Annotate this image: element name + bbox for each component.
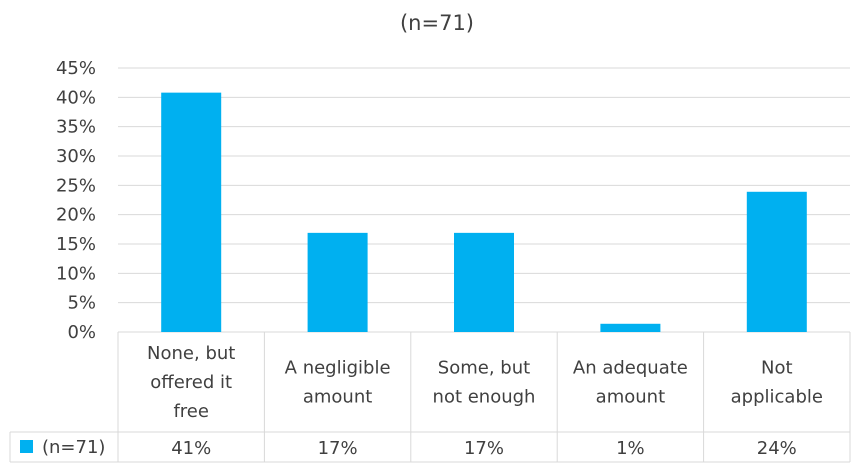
gridlines <box>118 67 850 333</box>
y-tick-label: 10% <box>56 263 96 284</box>
y-axis-ticks: 0% 5% 10% 15% 20% 25% 30% 35% 40% 45% <box>56 58 96 343</box>
data-value-label: 24% <box>757 438 797 459</box>
y-tick-label: 25% <box>56 175 96 196</box>
data-value-label: 17% <box>464 438 504 459</box>
data-value-label: 1% <box>616 438 645 459</box>
category-label: Some, but not enough <box>433 358 536 408</box>
data-value-label: 41% <box>171 438 211 459</box>
bar <box>600 323 661 332</box>
category-label: An adequate amount <box>573 358 688 408</box>
bar <box>307 232 368 332</box>
y-tick-label: 0% <box>67 322 96 343</box>
y-tick-label: 5% <box>67 293 96 314</box>
bars <box>161 92 807 332</box>
y-tick-label: 15% <box>56 234 96 255</box>
y-tick-label: 30% <box>56 146 96 167</box>
chart-title: (n=71) <box>400 11 474 35</box>
data-table: None, but offered it free A negligible amoun… <box>9 332 851 463</box>
y-tick-label: 20% <box>56 205 96 226</box>
category-label: A negligible amount <box>285 358 391 408</box>
legend-label: (n=71) <box>42 437 105 458</box>
y-tick-label: 40% <box>56 87 96 108</box>
bar <box>454 232 514 332</box>
bar <box>161 92 222 332</box>
legend-swatch <box>20 440 33 453</box>
category-label: Not applicable <box>731 358 823 408</box>
y-tick-label: 35% <box>56 117 96 138</box>
bar <box>746 191 807 332</box>
data-value-label: 17% <box>318 438 358 459</box>
category-label: None, but offered it free <box>147 343 235 422</box>
y-tick-label: 45% <box>56 58 96 79</box>
